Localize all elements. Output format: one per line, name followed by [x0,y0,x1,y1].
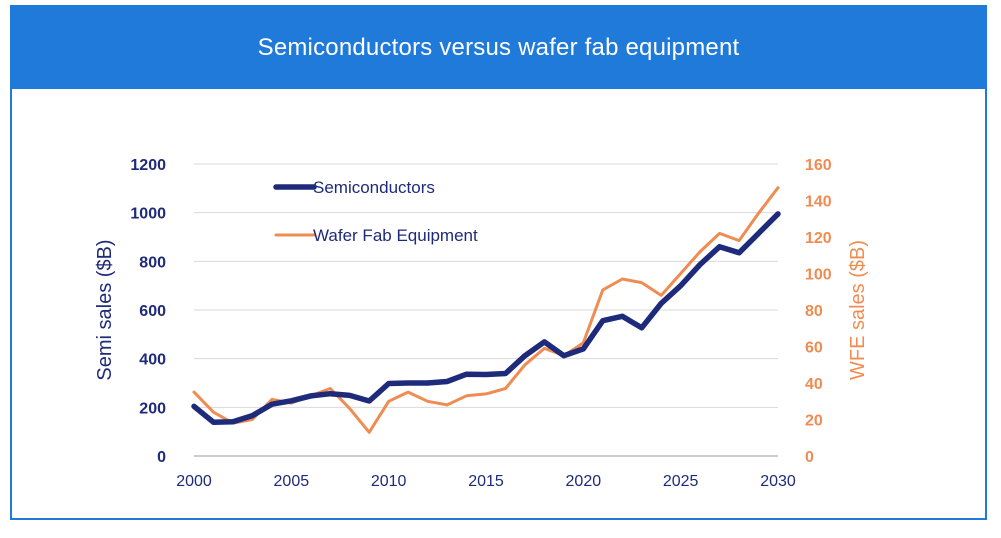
chart-title: Semiconductors versus wafer fab equipmen… [257,34,740,61]
title-banner: Semiconductors versus wafer fab equipmen… [12,7,985,89]
y2-tick-label: 100 [805,267,832,284]
y2-tick-label: 0 [805,449,814,466]
y-tick-label: 200 [139,400,166,417]
y2-tick-label: 20 [805,413,823,430]
y-tick-label: 0 [157,449,166,466]
y2-tick-label: 140 [805,194,832,211]
y-axis-title: Semi sales ($B) [94,239,116,380]
x-tick-label: 2025 [663,473,699,490]
x-tick-label: 2010 [371,473,407,490]
tick-labels: 0 200 400 600 800 1000 1200 0 20 40 60 80 100 120 140 1… [130,157,831,490]
series-lines [191,186,781,434]
y2-tick-label: 80 [805,303,823,320]
y-tick-label: 1000 [130,206,166,223]
y2-tick-label: 160 [805,157,832,174]
y2-tick-label: 40 [805,376,823,393]
y2-axis-title: WFE sales ($B) [847,240,869,380]
y-tick-label: 600 [139,303,166,320]
x-tick-label: 2000 [176,473,212,490]
x-tick-label: 2030 [760,473,796,490]
x-tick-label: 2020 [566,473,602,490]
y-tick-label: 1200 [130,157,166,174]
semiconductors-series-line [191,211,781,425]
y-tick-label: 800 [139,254,166,271]
legend-semiconductors-label: Semiconductors [313,178,435,197]
y2-tick-label: 60 [805,340,823,357]
chart-frame: Semiconductors versus wafer fab equipmen… [10,5,987,520]
x-tick-label: 2005 [274,473,310,490]
y-tick-label: 400 [139,352,166,369]
gridlines [194,163,778,457]
y2-tick-label: 120 [805,230,832,247]
legend: Semiconductors Wafer Fab Equipment [273,178,478,245]
x-tick-label: 2015 [468,473,504,490]
legend-wfe-label: Wafer Fab Equipment [313,226,478,245]
